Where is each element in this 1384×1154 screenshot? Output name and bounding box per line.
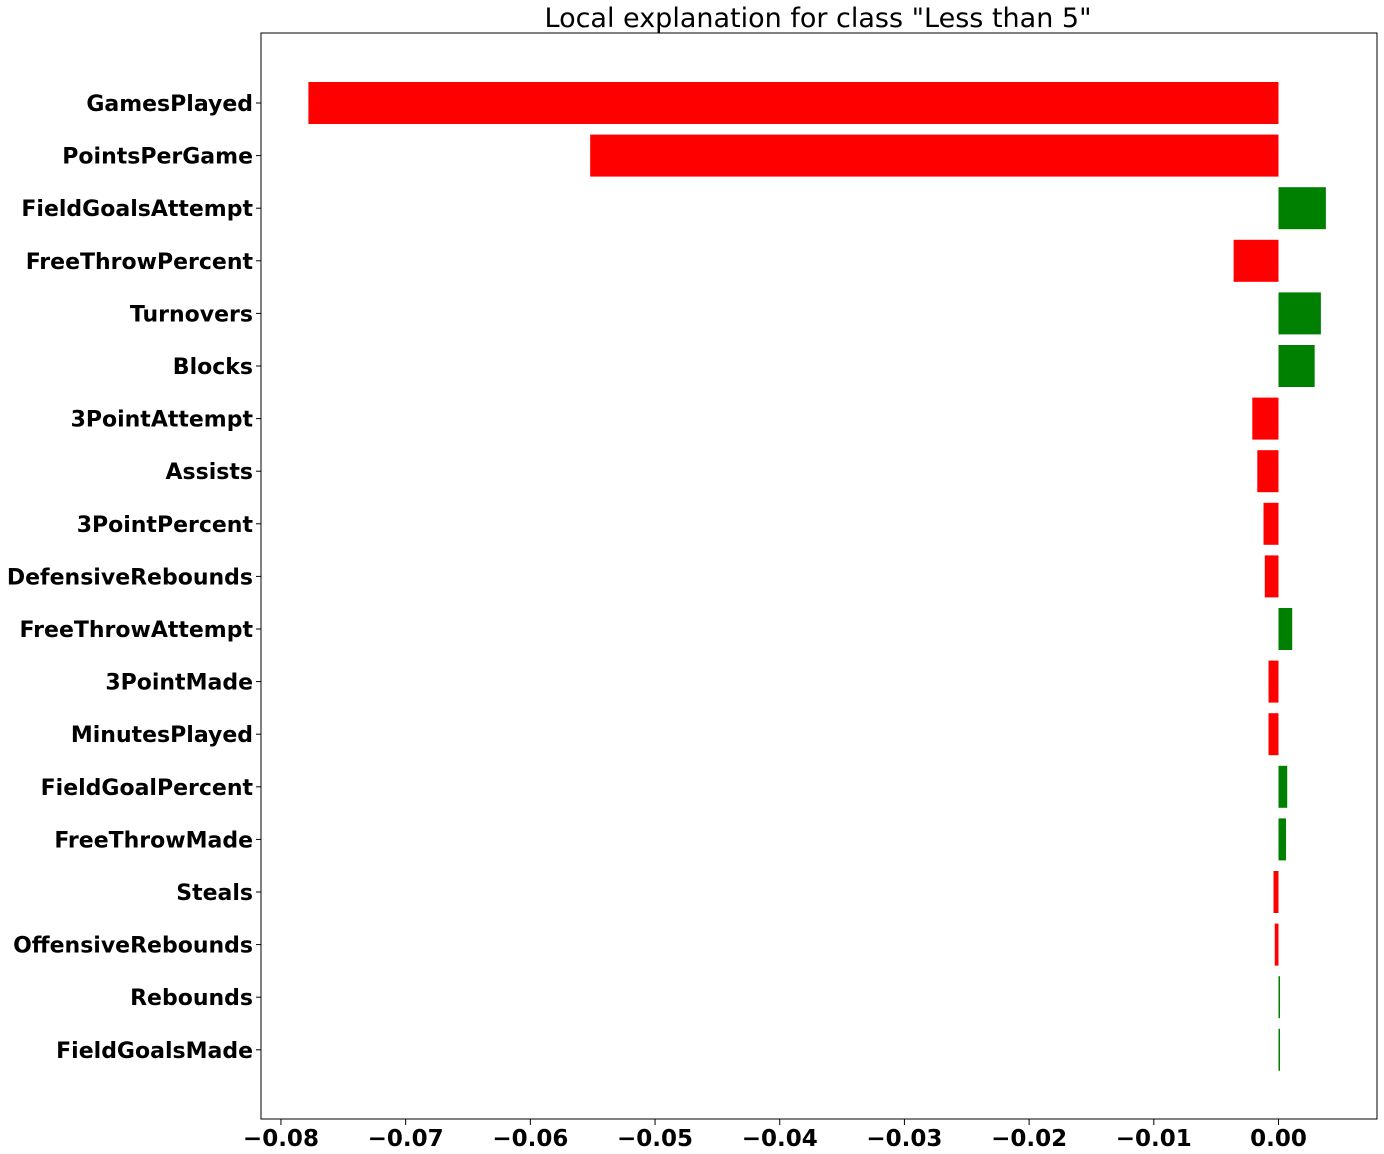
y-tick-label: 3PointMade bbox=[105, 671, 253, 696]
bar-GamesPlayed bbox=[308, 82, 1279, 124]
bar-FreeThrowPercent bbox=[1233, 239, 1279, 282]
y-tick-label: OffensiveRebounds bbox=[13, 934, 253, 959]
y-tick-label: PointsPerGame bbox=[62, 145, 253, 170]
x-tick-label: −0.06 bbox=[492, 1126, 568, 1152]
x-tick-label: −0.07 bbox=[368, 1126, 444, 1152]
bar-DefensiveRebounds bbox=[1264, 555, 1279, 598]
y-tick-label: Assists bbox=[166, 460, 253, 485]
x-tick-label: 0.00 bbox=[1250, 1126, 1307, 1152]
bar-MinutesPlayed bbox=[1268, 713, 1279, 756]
x-tick-label: −0.08 bbox=[243, 1126, 319, 1152]
plot-frame bbox=[260, 32, 1378, 1120]
x-tick-label: −0.01 bbox=[1116, 1126, 1192, 1152]
bar-PointsPerGame bbox=[590, 134, 1279, 177]
y-tick-label: FreeThrowPercent bbox=[26, 250, 254, 275]
bar-3PointAttempt bbox=[1252, 397, 1279, 440]
bar-3PointPercent bbox=[1263, 502, 1279, 545]
bar-Assists bbox=[1257, 450, 1279, 493]
y-tick-label: FreeThrowAttempt bbox=[20, 618, 254, 643]
bar-Blocks bbox=[1278, 345, 1315, 387]
y-tick-label: 3PointAttempt bbox=[71, 408, 254, 433]
y-tick-label: 3PointPercent bbox=[77, 513, 254, 538]
y-tick-labels: GamesPlayed PointsPerGame FieldGoalsAttemp… bbox=[7, 92, 261, 1064]
bar-Turnovers bbox=[1278, 292, 1321, 335]
y-tick-label: DefensiveRebounds bbox=[7, 565, 253, 590]
bar-3PointMade bbox=[1268, 660, 1279, 703]
y-tick-label: GamesPlayed bbox=[86, 92, 253, 117]
y-tick-label: FieldGoalPercent bbox=[41, 776, 254, 801]
y-tick-label: FieldGoalsAttempt bbox=[21, 197, 253, 222]
y-tick-label: Blocks bbox=[173, 355, 253, 380]
y-tick-label: Rebounds bbox=[130, 986, 253, 1011]
bar-FieldGoalsAttempt bbox=[1278, 187, 1326, 230]
bar-Steals bbox=[1273, 871, 1279, 913]
y-tick-label: Turnovers bbox=[130, 302, 253, 327]
x-ticks: −0.08 −0.07 −0.06 −0.05 −0.04 −0.03 −0.02 −0.01… bbox=[243, 1119, 1307, 1152]
y-tick-label: Steals bbox=[176, 881, 253, 906]
bar-Rebounds bbox=[1278, 976, 1280, 1019]
bar-OffensiveRebounds bbox=[1274, 923, 1279, 966]
bars-group bbox=[308, 82, 1326, 1071]
bar-FreeThrowMade bbox=[1278, 818, 1286, 861]
y-tick-label: FieldGoalsMade bbox=[56, 1039, 253, 1064]
bar-FreeThrowAttempt bbox=[1278, 608, 1293, 650]
bar-FieldGoalsMade bbox=[1278, 1028, 1280, 1071]
x-tick-label: −0.04 bbox=[742, 1126, 818, 1152]
x-tick-label: −0.02 bbox=[991, 1126, 1067, 1152]
y-tick-label: MinutesPlayed bbox=[71, 723, 253, 748]
x-tick-label: −0.05 bbox=[617, 1126, 693, 1152]
bar-FieldGoalPercent bbox=[1278, 765, 1288, 808]
x-tick-label: −0.03 bbox=[866, 1126, 942, 1152]
y-tick-label: FreeThrowMade bbox=[54, 828, 253, 853]
chart-title: Local explanation for class "Less than 5… bbox=[545, 3, 1092, 34]
